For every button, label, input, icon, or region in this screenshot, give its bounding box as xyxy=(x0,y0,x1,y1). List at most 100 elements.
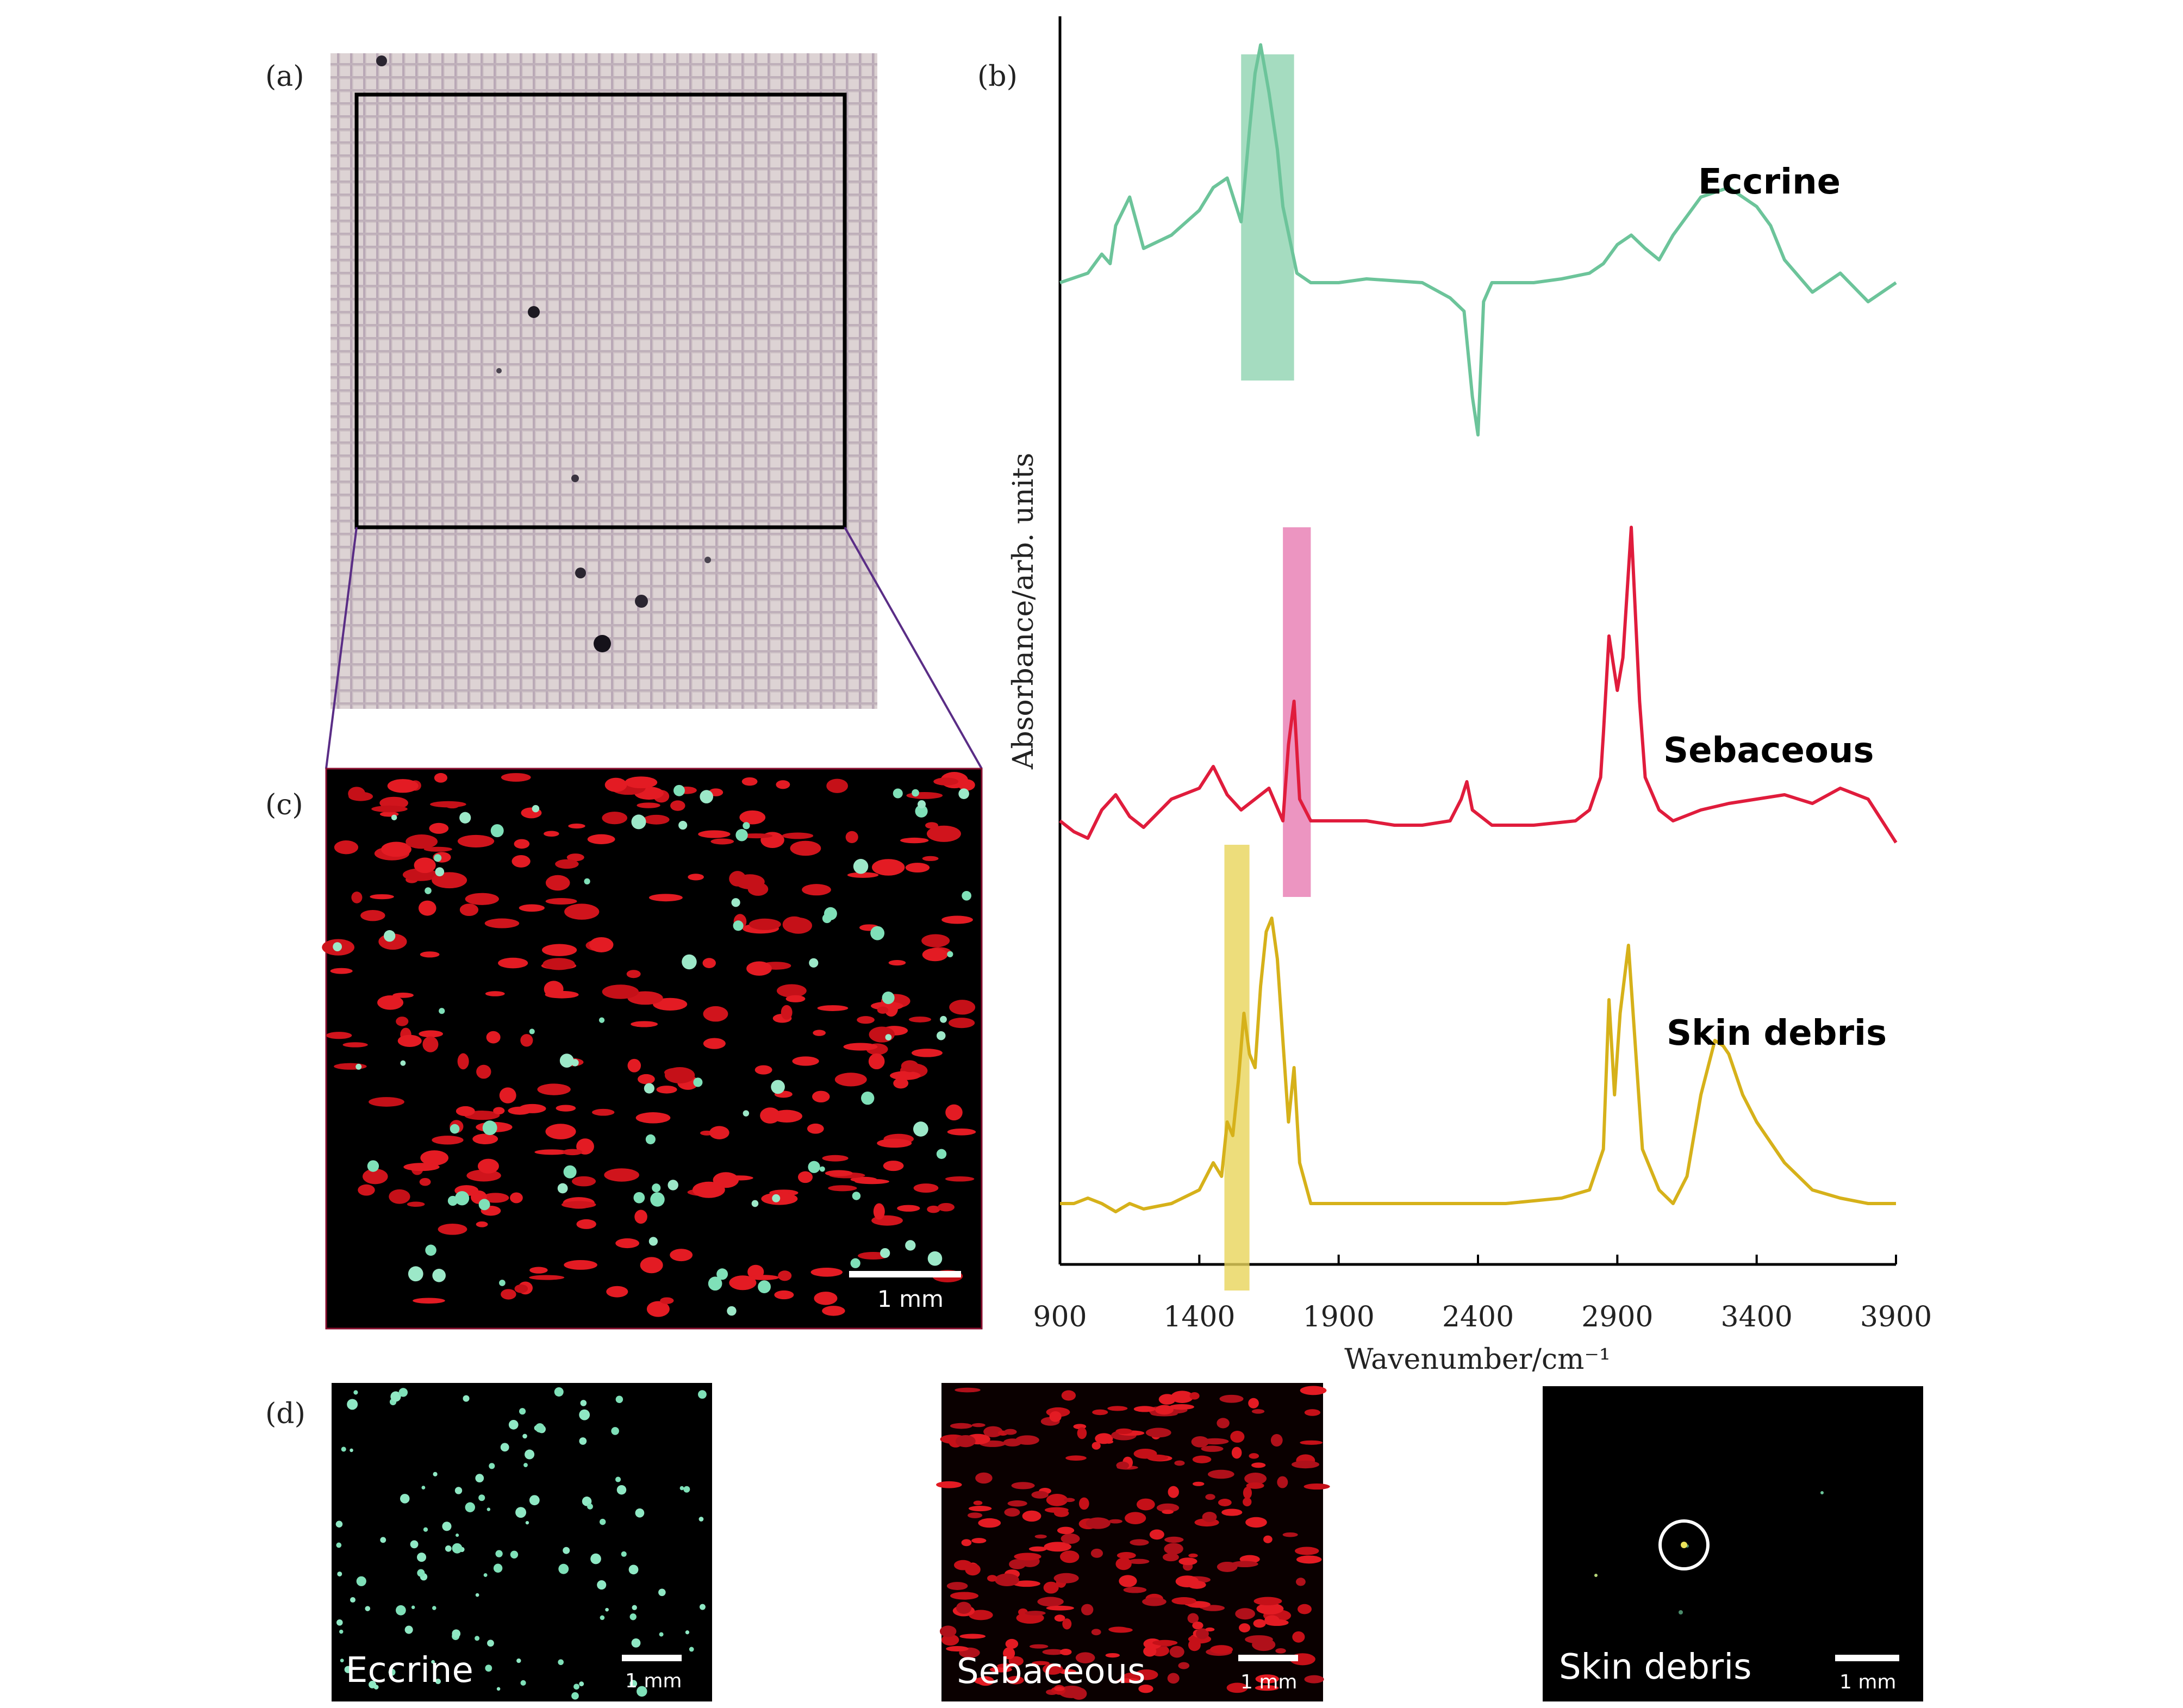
map-feature xyxy=(670,1249,693,1262)
map-feature xyxy=(414,857,436,874)
map-feature xyxy=(425,1244,436,1256)
map-feature xyxy=(571,1176,596,1187)
map-feature xyxy=(754,1065,772,1075)
map-feature xyxy=(423,846,452,852)
selection-rectangle xyxy=(354,92,847,529)
map-feature xyxy=(429,822,449,834)
map-feature xyxy=(475,1593,479,1597)
map-feature xyxy=(381,841,411,857)
map-feature xyxy=(418,900,436,916)
map-skin-debris-label: Skin debris xyxy=(1559,1647,1751,1687)
map-feature xyxy=(1117,1678,1141,1683)
map-feature xyxy=(355,1063,362,1070)
map-feature xyxy=(758,1280,771,1294)
map-feature xyxy=(564,1260,597,1270)
zoom-line-right xyxy=(844,527,983,769)
map-feature xyxy=(627,1058,641,1073)
map-feature xyxy=(813,1030,826,1036)
map-feature xyxy=(652,1183,661,1193)
map-feature xyxy=(1143,1645,1157,1657)
map-feature xyxy=(434,773,447,783)
map-feature xyxy=(927,1251,943,1266)
map-feature xyxy=(817,1005,849,1011)
map-feature xyxy=(537,1083,571,1095)
map-feature xyxy=(1277,1476,1288,1488)
map-feature xyxy=(825,1170,853,1176)
map-feature xyxy=(1127,1559,1150,1564)
map-feature xyxy=(826,778,849,793)
map-feature xyxy=(579,1437,587,1445)
map-feature xyxy=(558,1563,569,1574)
map-feature xyxy=(1188,1638,1201,1651)
map-feature xyxy=(1061,1390,1076,1401)
map-feature xyxy=(568,824,585,829)
map-feature xyxy=(683,1486,690,1493)
map-feature xyxy=(772,1194,781,1202)
map-feature xyxy=(629,1680,638,1688)
map-feature xyxy=(913,1183,939,1193)
map-feature xyxy=(1090,1548,1103,1558)
map-feature xyxy=(456,1534,459,1537)
highlight-band-skin-debris xyxy=(1224,845,1250,1291)
map-feature xyxy=(1296,1578,1306,1586)
map-feature xyxy=(941,1634,959,1646)
map-feature xyxy=(861,1091,875,1105)
map-feature xyxy=(1252,1638,1276,1651)
map-feature xyxy=(496,1687,501,1691)
map-feature xyxy=(519,1408,526,1415)
map-feature xyxy=(406,834,438,849)
map-feature xyxy=(921,934,950,947)
map-feature xyxy=(388,1668,396,1676)
map-feature xyxy=(882,991,895,1005)
map-feature xyxy=(922,856,939,861)
map-feature xyxy=(438,1224,467,1235)
map-feature xyxy=(946,1645,969,1652)
map-feature xyxy=(900,837,929,844)
map-feature xyxy=(411,1605,415,1610)
map-feature xyxy=(1006,1676,1024,1685)
map-feature xyxy=(431,1660,435,1664)
map-feature xyxy=(529,1275,565,1280)
map-feature xyxy=(956,1601,972,1614)
map-feature xyxy=(404,1625,413,1634)
map-feature xyxy=(689,1647,694,1652)
map-feature xyxy=(611,1427,619,1435)
map-feature xyxy=(709,1126,729,1139)
map-feature xyxy=(1007,1500,1027,1507)
map-feature xyxy=(400,1060,406,1066)
map-feature xyxy=(1025,1611,1046,1616)
map-feature xyxy=(556,1105,576,1112)
map-feature xyxy=(477,1158,499,1174)
map-feature xyxy=(1077,1427,1087,1439)
map-feature xyxy=(1054,1615,1065,1622)
map-feature xyxy=(392,993,414,998)
map-feature xyxy=(850,1258,860,1268)
panel-label-a: (a) xyxy=(265,60,304,93)
map-feature xyxy=(946,1582,968,1591)
map-feature xyxy=(563,1165,577,1179)
map-feature xyxy=(529,1267,548,1274)
map-feature xyxy=(1062,1618,1072,1630)
map-feature xyxy=(621,1551,627,1557)
map-feature xyxy=(1175,1575,1199,1588)
map-feature xyxy=(454,1191,470,1206)
map-feature xyxy=(634,1210,647,1224)
map-feature xyxy=(1146,1454,1169,1461)
map-feature xyxy=(670,800,685,811)
series-label-sebaceous: Sebaceous xyxy=(1663,731,1874,771)
map-feature xyxy=(465,893,499,905)
map-feature xyxy=(377,995,404,1010)
map-feature xyxy=(1115,1428,1133,1435)
map-feature xyxy=(347,1399,358,1410)
map-feature xyxy=(333,942,342,951)
map-feature xyxy=(648,1237,658,1246)
map-feature xyxy=(478,1199,490,1211)
map-feature xyxy=(1046,1494,1068,1506)
map-feature xyxy=(645,1134,656,1144)
map-feature xyxy=(1246,1482,1264,1489)
map-feature xyxy=(371,805,408,813)
scale-bar-label-skin-debris: 1 mm xyxy=(1839,1671,1896,1693)
map-feature xyxy=(579,1409,590,1420)
map-feature xyxy=(1245,1517,1267,1528)
map-feature xyxy=(890,1071,921,1080)
